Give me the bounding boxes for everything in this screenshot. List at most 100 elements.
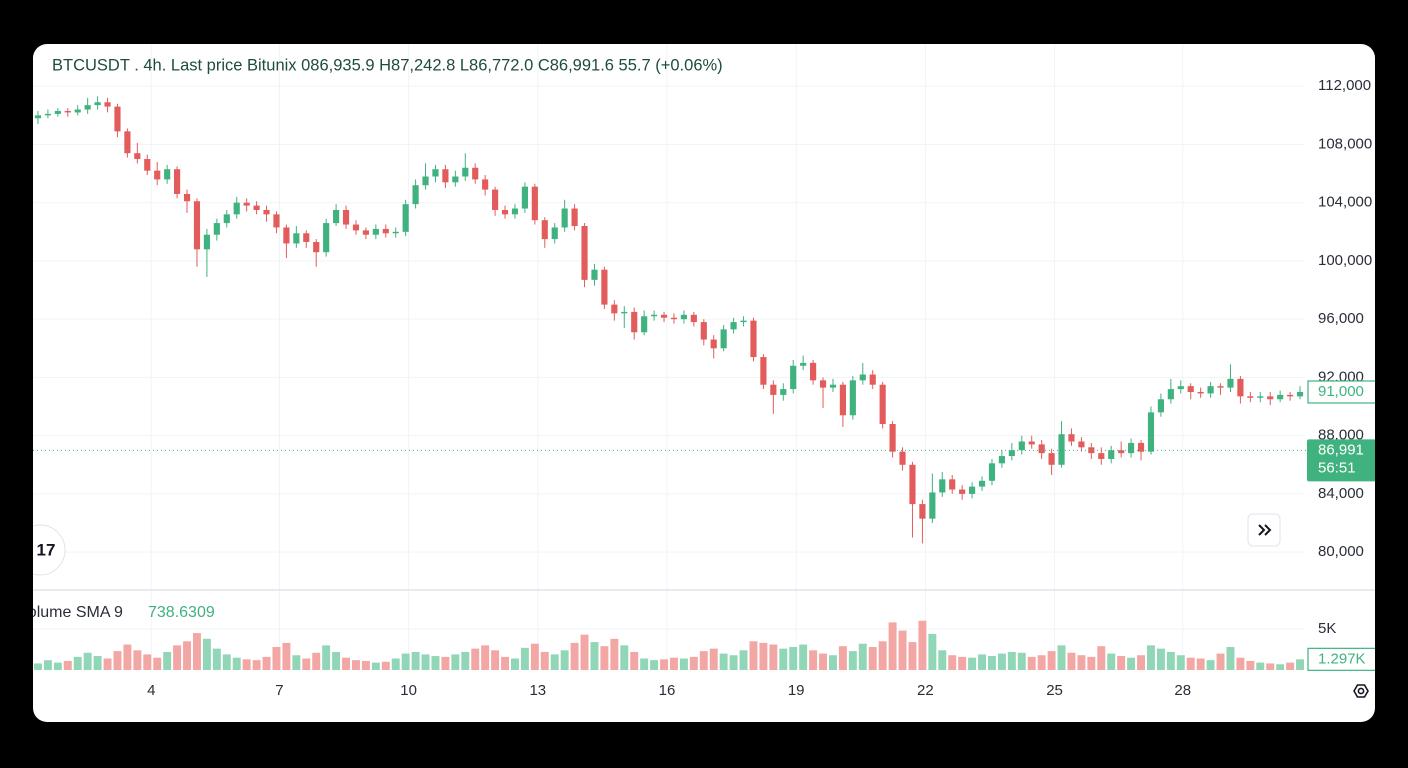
y-tick-label: 84,000 — [1318, 485, 1364, 502]
candle-body — [819, 380, 827, 388]
candle-body — [680, 314, 687, 320]
volume-bar — [1186, 657, 1195, 670]
candle-body — [611, 304, 618, 314]
candle-body — [800, 362, 807, 366]
volume-bar — [361, 660, 370, 670]
x-tick-label: 22 — [917, 682, 934, 699]
volume-bar — [1256, 662, 1265, 670]
volume-bar — [809, 650, 818, 670]
candle-body — [1217, 386, 1224, 388]
chart-title: BTCUSDT . 4h. Last price Bitunix 086,935… — [52, 56, 723, 74]
candle-body — [44, 113, 51, 116]
volume-bar — [1216, 653, 1225, 670]
volume-bar — [43, 660, 52, 670]
volume-bar — [908, 642, 917, 670]
volume-bar — [987, 656, 996, 670]
volume-bar — [888, 622, 897, 670]
candle-body — [750, 320, 757, 358]
candle-body — [839, 384, 846, 416]
candle-body — [700, 322, 707, 340]
candle-body — [949, 479, 956, 490]
volume-bar — [411, 651, 420, 670]
candle-body — [501, 209, 509, 215]
volume-bar — [1057, 645, 1066, 670]
candle-body — [730, 322, 737, 330]
candle-body — [183, 193, 191, 202]
candle-body — [1018, 441, 1025, 451]
x-tick-label: 4 — [147, 682, 155, 699]
volume-bar — [769, 644, 778, 670]
candle-body — [94, 102, 101, 106]
volume-bar — [491, 650, 500, 670]
volume-bar — [153, 657, 162, 670]
volume-bar — [868, 647, 877, 670]
scroll-button[interactable] — [1247, 513, 1281, 547]
volume-bar — [759, 642, 768, 670]
candle-body — [690, 314, 697, 323]
volume-bar — [351, 660, 360, 670]
volume-bar — [471, 648, 480, 670]
volume-bar — [1017, 652, 1026, 670]
candle-body — [432, 169, 439, 177]
candle-body — [879, 384, 886, 425]
candle-body — [1277, 394, 1284, 400]
volume-bar — [838, 646, 847, 670]
volume-bar — [391, 658, 400, 670]
volume-bar — [123, 644, 132, 670]
candle-body — [74, 109, 81, 113]
volume-bar — [1156, 648, 1165, 670]
volume-bar — [421, 654, 430, 670]
volume-bar — [322, 645, 331, 670]
volume-bar — [958, 656, 967, 670]
candle-body — [164, 169, 171, 180]
volume-bar — [1296, 659, 1305, 670]
indicator-value: 738.6309 — [148, 604, 215, 621]
candle-body — [1028, 441, 1035, 445]
volume-bar — [192, 633, 201, 670]
volume-bar — [1117, 656, 1126, 670]
candle-body — [1167, 389, 1174, 400]
volume-bar — [709, 648, 718, 670]
price-marker-box — [1307, 380, 1375, 404]
volume-bar — [1206, 660, 1215, 670]
candle-body — [1227, 378, 1234, 388]
volume-bar — [640, 658, 649, 670]
volume-tick-label: 5K — [1318, 620, 1336, 637]
candle-body — [1068, 434, 1075, 442]
y-tick-label: 96,000 — [1318, 310, 1364, 327]
candle-body — [909, 464, 916, 505]
volume-bar — [1246, 660, 1255, 670]
candle-body — [213, 223, 220, 235]
candle-body — [849, 380, 856, 416]
volume-bar — [997, 653, 1006, 670]
volume-bar — [481, 645, 490, 670]
candle-body — [790, 365, 797, 390]
candle-body — [511, 208, 519, 215]
volume-bar — [501, 656, 510, 670]
y-tick-label: 100,000 — [1318, 252, 1372, 269]
candle-body — [193, 201, 201, 250]
candle-body — [54, 110, 61, 114]
candle-body — [1088, 447, 1095, 454]
svg-text:17: 17 — [37, 540, 56, 559]
candle-body — [1296, 391, 1304, 397]
volume-bar — [610, 638, 619, 670]
candle-body — [382, 228, 389, 234]
candle-body — [472, 167, 479, 180]
candle-body — [988, 463, 996, 481]
volume-bar — [928, 633, 937, 670]
volume-bar — [232, 657, 241, 670]
candle-body — [273, 214, 280, 228]
volume-bar — [660, 659, 669, 670]
volume-bar — [819, 653, 828, 670]
volume-bar — [1226, 647, 1235, 670]
candle-body — [422, 176, 429, 186]
candle-body — [571, 208, 578, 226]
volume-bar — [202, 638, 211, 670]
volume-bar — [262, 656, 271, 670]
settings-button[interactable] — [1353, 684, 1369, 698]
candle-body — [174, 169, 181, 194]
candle-body — [1137, 442, 1145, 452]
candle-body — [1147, 412, 1155, 452]
candle-body — [899, 451, 906, 465]
